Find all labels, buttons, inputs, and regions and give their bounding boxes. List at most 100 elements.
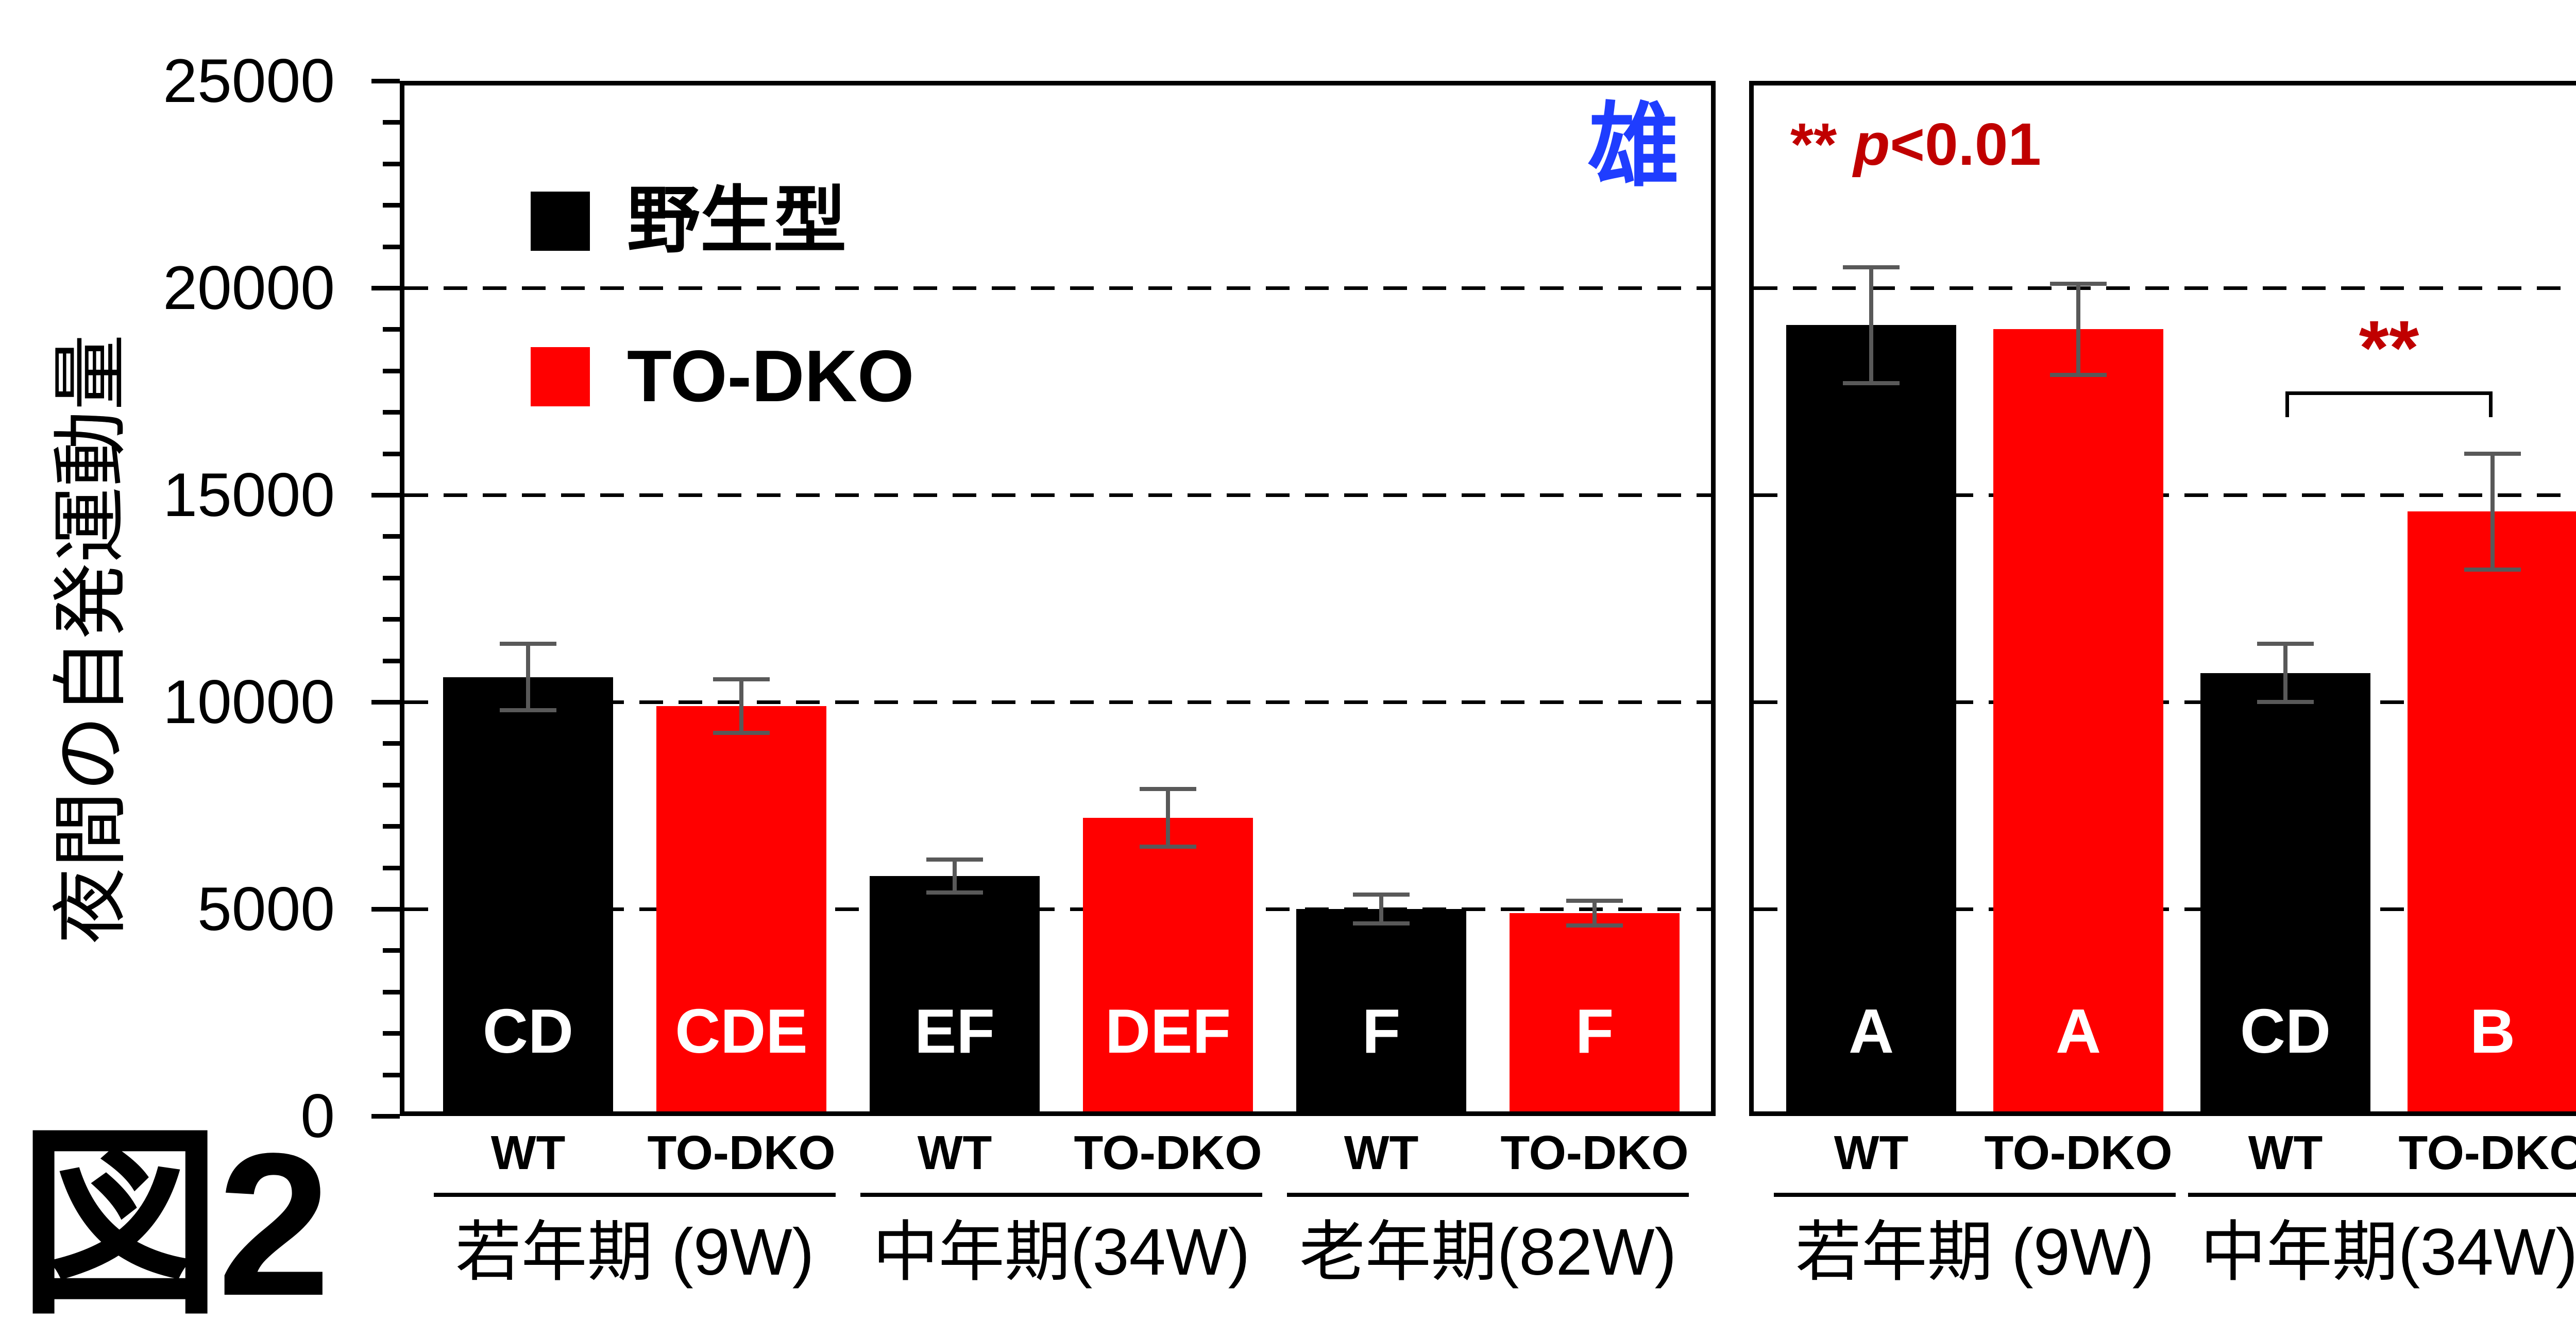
figure-number-label: 図2 [18, 1110, 331, 1338]
y-minor-tick [383, 1072, 400, 1077]
x-tick-label: WT [2519, 1129, 2576, 1177]
y-minor-tick [383, 658, 400, 663]
x-tick-label: WT [2248, 1126, 2323, 1179]
bar-stat-letter: EF [914, 996, 995, 1066]
error-bar-cap-top [1353, 892, 1410, 897]
error-bar-cap-top [1843, 265, 1900, 269]
bar-to-dko-1: DEF [1083, 818, 1253, 1111]
y-tick-label: 20000 [163, 253, 335, 322]
group-underline [860, 1193, 1262, 1197]
plot-panel-female [1749, 81, 2576, 1116]
y-minor-tick [383, 741, 400, 746]
y-minor-tick [383, 865, 400, 870]
error-bar-cap-top [2257, 642, 2314, 646]
legend-item: 野生型 [531, 175, 846, 267]
y-minor-tick [383, 244, 400, 249]
bar-stat-letter: DEF [1105, 996, 1231, 1066]
error-bar [2283, 644, 2287, 702]
y-minor-tick [383, 327, 400, 332]
error-bar-cap-bottom [2050, 372, 2107, 377]
gridline [404, 493, 1711, 497]
sig-stars: ** [2359, 304, 2419, 391]
bar-to-dko-0: A [1993, 329, 2163, 1111]
y-minor-tick [383, 120, 400, 125]
error-bar-cap-top [1566, 898, 1623, 903]
y-tick-label: 15000 [163, 460, 335, 529]
error-bar [739, 679, 743, 733]
y-tick-label: 25000 [163, 46, 335, 115]
error-bar-cap-bottom [500, 708, 556, 713]
error-bar-cap-top [713, 677, 770, 681]
error-bar-cap-bottom [1566, 923, 1623, 928]
bar-stat-letter: F [1575, 996, 1614, 1066]
error-bar-cap-top [1140, 786, 1196, 791]
sig-stars-note: ** [1790, 111, 1854, 178]
error-bar [526, 644, 530, 711]
error-bar-cap-bottom [1353, 921, 1410, 926]
sig-bracket-line [2285, 391, 2493, 395]
group-label: 中年期(34W) [2200, 1215, 2576, 1289]
plot-panel-male [400, 81, 1716, 1116]
legend-item: TO-DKO [531, 330, 914, 423]
x-tick-label: WT [917, 1126, 992, 1179]
error-bar-cap-bottom [926, 890, 983, 895]
y-tick-label: 0 [300, 1082, 335, 1151]
group-label: 老年期(82W) [1299, 1215, 1677, 1289]
bar-wt-2: F [1296, 909, 1466, 1111]
legend-swatch-to-dko [531, 347, 590, 406]
y-minor-tick [383, 368, 400, 373]
gridline [1754, 493, 2576, 497]
p-value-note: ** p<0.01 [1790, 114, 2041, 174]
bar-to-dko-1: B [2408, 511, 2576, 1111]
error-bar [1592, 900, 1597, 926]
y-major-tick [371, 493, 400, 498]
bar-stat-letter: CD [482, 996, 574, 1066]
gridline [1754, 907, 2576, 911]
y-minor-tick [383, 161, 400, 166]
bar-stat-letter: A [2055, 996, 2102, 1066]
y-minor-tick [383, 575, 400, 580]
y-minor-tick [383, 410, 400, 415]
p-symbol: p [1853, 111, 1890, 178]
y-minor-tick [383, 203, 400, 208]
error-bar [1379, 894, 1383, 924]
x-tick-label: WT [1834, 1126, 1909, 1179]
gridline [1754, 700, 2576, 704]
y-major-tick [371, 286, 400, 290]
error-bar [1166, 788, 1170, 847]
bar-wt-1: CD [2200, 673, 2370, 1111]
bar-stat-letter: F [1362, 996, 1401, 1066]
y-minor-tick [383, 1031, 400, 1036]
error-bar-cap-bottom [2464, 567, 2521, 572]
x-tick-label: TO-DKO [1500, 1126, 1689, 1179]
y-tick-label: 5000 [197, 874, 335, 944]
bar-wt-0: A [1786, 325, 1956, 1111]
error-bar-cap-bottom [713, 731, 770, 735]
y-minor-tick [383, 782, 400, 787]
x-tick-label: TO-DKO [2398, 1126, 2576, 1179]
group-underline [2188, 1193, 2576, 1197]
group-label: 中年期(34W) [872, 1215, 1250, 1289]
sig-bracket-end [2285, 391, 2289, 417]
error-bar-cap-bottom [1843, 381, 1900, 385]
bar-stat-letter: B [2469, 996, 2516, 1066]
error-bar-cap-top [2050, 281, 2107, 286]
y-minor-tick [383, 617, 400, 622]
bar-stat-letter: CDE [675, 996, 808, 1066]
error-bar [2076, 283, 2080, 375]
x-tick-label: TO-DKO [1074, 1126, 1262, 1179]
error-bar-cap-top [2464, 451, 2521, 456]
male-label: 雄 [1588, 95, 1680, 197]
bar-to-dko-2: F [1510, 913, 1680, 1111]
x-tick-label: TO-DKO [1984, 1126, 2173, 1179]
error-bar [2490, 453, 2495, 570]
x-tick-label: TO-DKO [647, 1126, 836, 1179]
gridline [404, 700, 1711, 704]
sig-bracket-end [2489, 391, 2493, 417]
y-tick-label: 10000 [163, 667, 335, 736]
gridline [404, 286, 1711, 290]
y-major-tick [371, 79, 400, 83]
x-tick-label: WT [490, 1126, 566, 1179]
bar-wt-1: EF [870, 876, 1040, 1111]
error-bar [953, 859, 957, 893]
